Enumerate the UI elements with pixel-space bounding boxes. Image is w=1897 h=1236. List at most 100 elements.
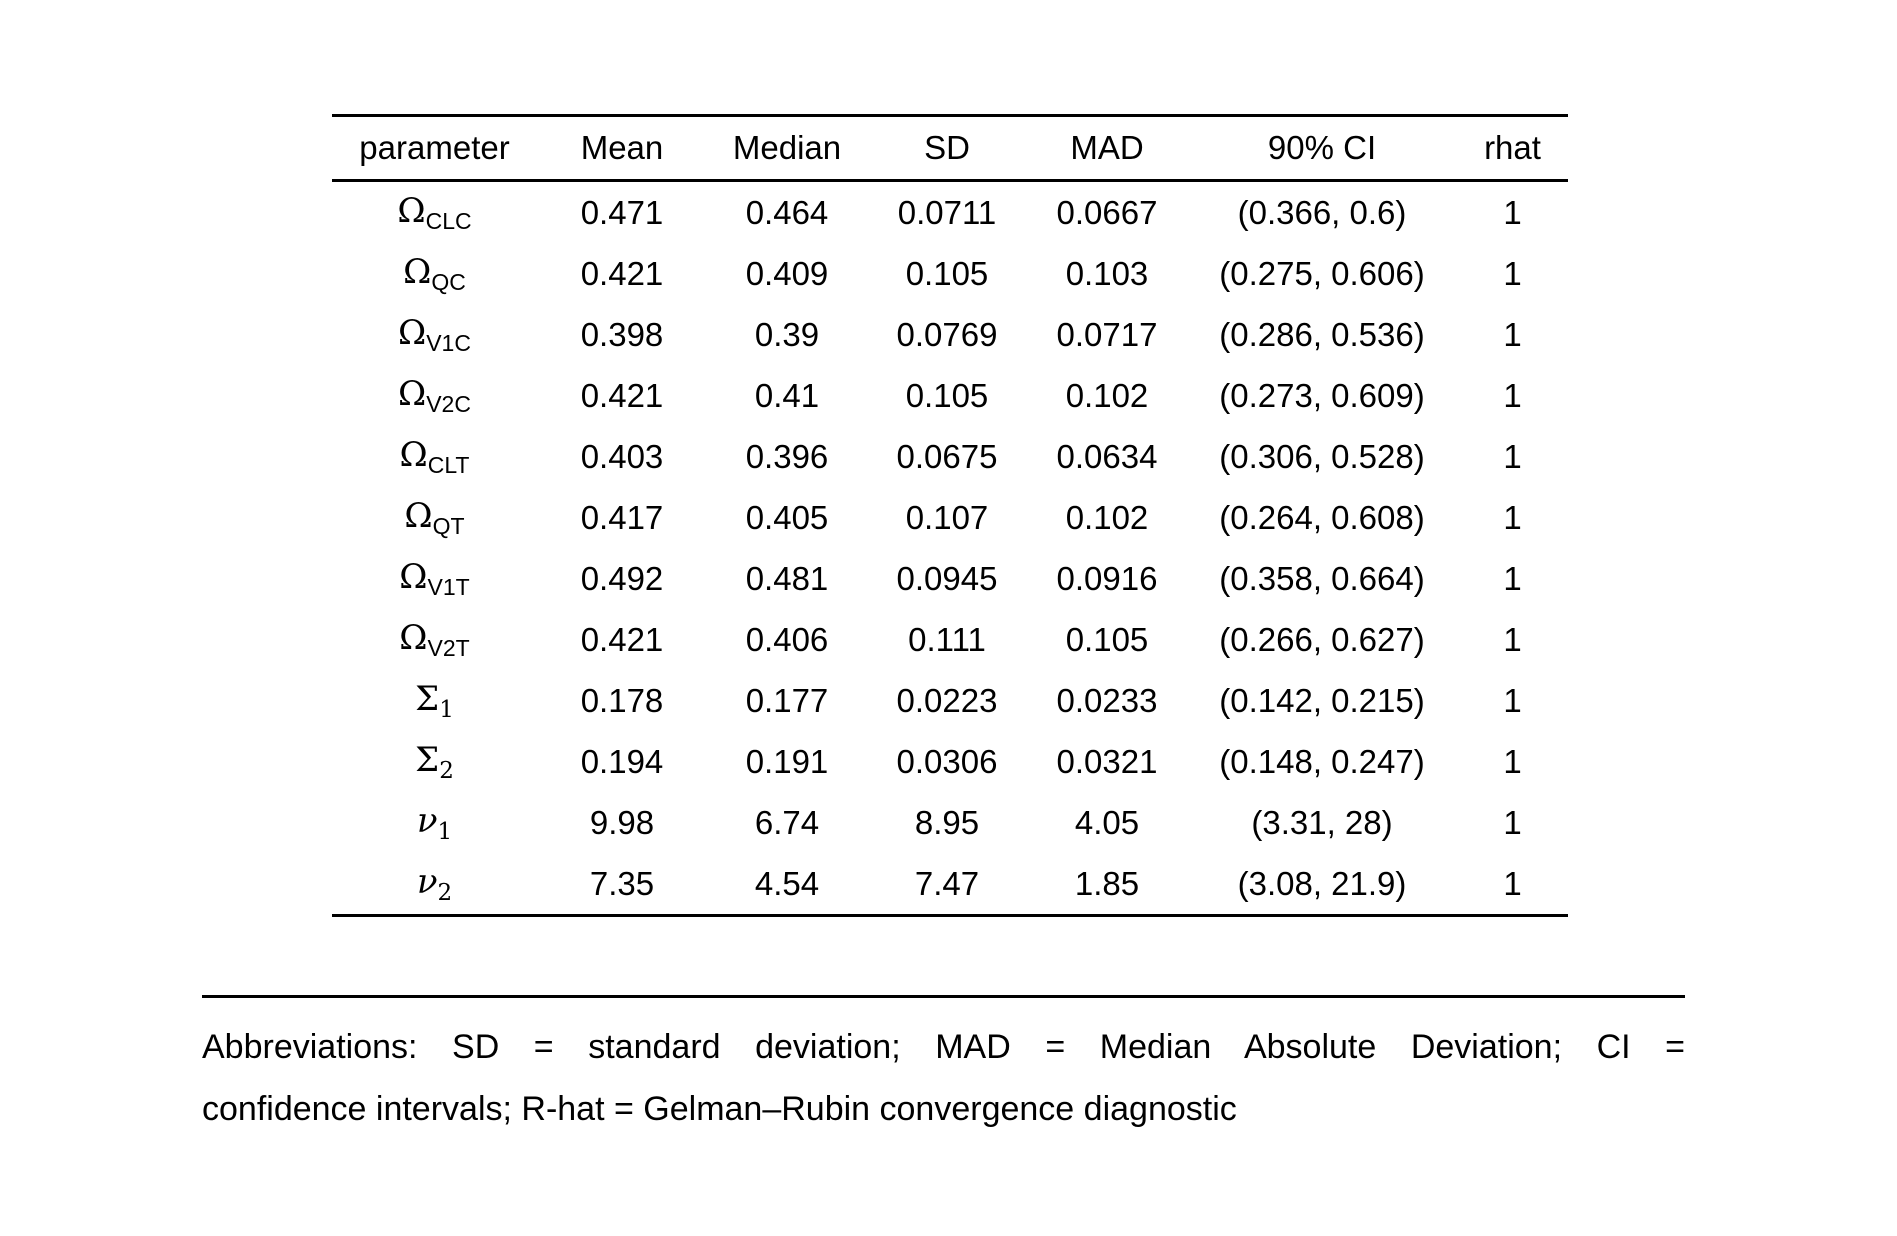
cell-mad: 0.0321 (1056, 742, 1158, 780)
cell-mean: 0.471 (580, 193, 664, 231)
cell-median: 0.409 (745, 254, 829, 292)
cell-mean: 0.194 (580, 742, 664, 780)
parameter-subscript: 1 (439, 696, 454, 723)
cell-median: 4.54 (754, 864, 820, 902)
cell-median: 0.177 (745, 681, 829, 719)
parameter-symbol: ν (416, 861, 438, 902)
cell-mean: 0.403 (580, 437, 664, 475)
table-row: ν2 7.35 4.54 7.47 1.85 (3.08, 21.9) 1 (332, 853, 1568, 916)
table-row: ΩV2C 0.421 0.41 0.105 0.102 (0.273, 0.60… (332, 365, 1568, 426)
cell-median: 0.481 (745, 559, 829, 597)
cell-mad: 0.102 (1065, 376, 1149, 414)
cell-sd: 0.0675 (896, 437, 998, 475)
cell-sd: 0.0223 (896, 681, 998, 719)
cell-90ci: (0.366, 0.6) (1237, 193, 1407, 231)
parameter-subscript: 1 (437, 818, 453, 845)
parameter-subscript: CLT (427, 451, 470, 478)
posterior-summary-table: parameter Mean Median SD MAD 90% CI rhat… (332, 114, 1568, 917)
cell-parameter: ΩV1C (332, 304, 537, 365)
cell-parameter: ΩCLT (332, 426, 537, 487)
parameter-symbol: ν (416, 800, 438, 841)
cell-mad: 0.0634 (1056, 437, 1158, 475)
cell-90ci: (3.08, 21.9) (1237, 864, 1407, 902)
cell-sd: 0.105 (905, 254, 989, 292)
cell-parameter: ΩV2T (332, 609, 537, 670)
table-row: ΩV2T 0.421 0.406 0.111 0.105 (0.266, 0.6… (332, 609, 1568, 670)
cell-sd: 0.0306 (896, 742, 998, 780)
cell-parameter: Σ2 (332, 731, 537, 792)
cell-parameter: ΩQC (332, 243, 537, 304)
cell-sd: 0.0945 (896, 559, 998, 597)
cell-sd: 0.0769 (896, 315, 998, 353)
cell-rhat: 1 (1503, 864, 1522, 902)
cell-rhat: 1 (1503, 254, 1522, 292)
cell-90ci: (0.306, 0.528) (1219, 437, 1425, 475)
header-90ci: 90% CI (1267, 129, 1377, 166)
parameter-symbol: Ω (397, 190, 426, 231)
cell-parameter: ν2 (332, 853, 537, 916)
cell-parameter: ΩQT (332, 487, 537, 548)
header-mad: MAD (1070, 129, 1144, 166)
parameter-subscript: CLC (425, 207, 472, 234)
cell-mean: 0.178 (580, 681, 664, 719)
cell-mean: 7.35 (589, 864, 655, 902)
cell-rhat: 1 (1503, 620, 1522, 658)
cell-90ci: (0.264, 0.608) (1219, 498, 1425, 536)
table-row: ν1 9.98 6.74 8.95 4.05 (3.31, 28) 1 (332, 792, 1568, 853)
cell-mad: 0.102 (1065, 498, 1149, 536)
cell-mad: 4.05 (1074, 803, 1140, 841)
parameter-symbol: Ω (404, 495, 433, 536)
header-mean: Mean (580, 129, 664, 166)
table-row: ΩQC 0.421 0.409 0.105 0.103 (0.275, 0.60… (332, 243, 1568, 304)
cell-mad: 1.85 (1074, 864, 1140, 902)
cell-90ci: (0.286, 0.536) (1219, 315, 1425, 353)
cell-mean: 0.421 (580, 254, 664, 292)
cell-rhat: 1 (1503, 376, 1522, 414)
cell-mean: 9.98 (589, 803, 655, 841)
cell-90ci: (0.142, 0.215) (1219, 681, 1425, 719)
cell-rhat: 1 (1503, 437, 1522, 475)
cell-median: 0.41 (754, 376, 820, 414)
cell-mad: 0.0233 (1056, 681, 1158, 719)
parameter-subscript: V1T (427, 573, 470, 600)
cell-rhat: 1 (1503, 315, 1522, 353)
cell-mad: 0.0916 (1056, 559, 1158, 597)
cell-rhat: 1 (1503, 559, 1522, 597)
footnote-line-2: confidence intervals; R-hat = Gelman–Rub… (202, 1090, 1237, 1128)
table-row: Σ1 0.178 0.177 0.0223 0.0233 (0.142, 0.2… (332, 670, 1568, 731)
cell-mad: 0.103 (1065, 254, 1149, 292)
parameter-symbol: Ω (403, 251, 432, 292)
parameter-symbol: Ω (399, 556, 428, 597)
cell-parameter: ν1 (332, 792, 537, 853)
table-row: ΩV1C 0.398 0.39 0.0769 0.0717 (0.286, 0.… (332, 304, 1568, 365)
cell-mad: 0.0667 (1056, 193, 1158, 231)
cell-90ci: (0.273, 0.609) (1219, 376, 1425, 414)
cell-median: 0.396 (745, 437, 829, 475)
cell-sd: 0.107 (905, 498, 989, 536)
header-parameter: parameter (359, 129, 510, 166)
header-rhat: rhat (1484, 129, 1541, 166)
cell-mad: 0.105 (1065, 620, 1149, 658)
header-sd: SD (924, 129, 970, 166)
cell-90ci: (0.266, 0.627) (1219, 620, 1425, 658)
cell-90ci: (3.31, 28) (1251, 803, 1393, 841)
cell-90ci: (0.358, 0.664) (1219, 559, 1425, 597)
table-row: Σ2 0.194 0.191 0.0306 0.0321 (0.148, 0.2… (332, 731, 1568, 792)
cell-mean: 0.421 (580, 376, 664, 414)
parameter-symbol: Ω (398, 373, 427, 414)
cell-mean: 0.398 (580, 315, 664, 353)
cell-parameter: Σ1 (332, 670, 537, 731)
parameter-subscript: 2 (437, 879, 453, 906)
footnote-line-1: Abbreviations: SD = standard deviation; … (202, 1028, 1685, 1066)
cell-rhat: 1 (1503, 742, 1522, 780)
cell-sd: 0.105 (905, 376, 989, 414)
cell-median: 0.191 (745, 742, 829, 780)
cell-parameter: ΩCLC (332, 181, 537, 244)
cell-mad: 0.0717 (1056, 315, 1158, 353)
parameter-symbol: Σ (415, 739, 440, 780)
cell-sd: 0.0711 (897, 193, 997, 231)
table-body: ΩCLC 0.471 0.464 0.0711 0.0667 (0.366, 0… (332, 181, 1568, 916)
cell-sd: 7.47 (914, 864, 980, 902)
cell-median: 0.39 (754, 315, 820, 353)
